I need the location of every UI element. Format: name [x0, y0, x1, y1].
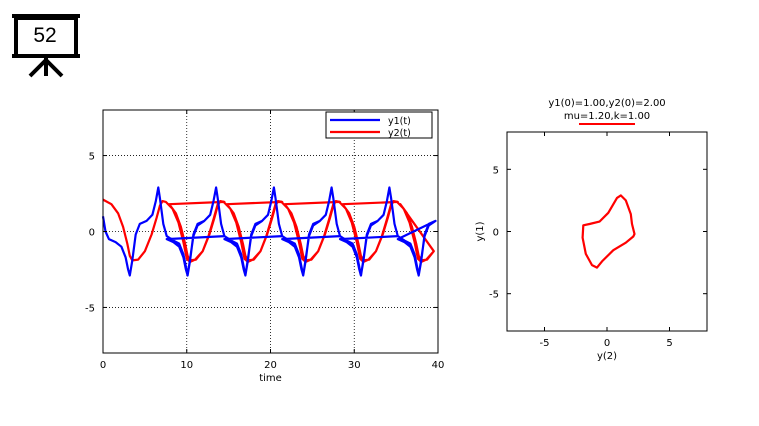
legend-box: [325, 111, 433, 139]
chart-1: 0 10 20 30 40 -5 0 5 time y1(t)y2(t): [85, 109, 445, 384]
x-tick-label: 30: [348, 360, 361, 371]
y-tick-label: 0: [493, 228, 499, 239]
y-tick-label: 5: [89, 152, 95, 163]
x-tick-label: 0: [100, 360, 106, 371]
x-axis-label: y(2): [597, 351, 617, 362]
legend-label: y2(t): [388, 128, 411, 139]
series-line-y1(t): [101, 186, 437, 277]
y-axis-label: y(1): [475, 221, 486, 241]
legend: y1(t)y2(t): [325, 111, 433, 139]
series-line-series-1: [581, 194, 636, 269]
y-tick-label: -5: [489, 290, 499, 301]
y-tick-label: -5: [85, 303, 95, 314]
slide-number: 52: [33, 24, 57, 47]
chart-title: y1(0)=1.00,y2(0)=2.00: [548, 98, 665, 109]
x-axis-label: time: [259, 373, 282, 384]
x-tick-label: -5: [540, 338, 550, 349]
y-tick-label: 0: [89, 228, 95, 239]
chart-2: -5 0 5 -5 0 5 y(2) y(1) y1(0)=1.00,y2(0)=2.00 mu=…: [475, 98, 708, 362]
x-tick-label: 40: [432, 360, 445, 371]
x-tick-label: 10: [180, 360, 193, 371]
x-tick-label: 5: [666, 338, 672, 349]
series-line-y2(t): [102, 198, 435, 263]
y-tick-label: 5: [493, 165, 499, 176]
presentation-board-icon: [12, 14, 80, 78]
chart-subtitle: mu=1.20,k=1.00: [564, 111, 650, 122]
x-tick-label: 20: [264, 360, 277, 371]
plot-frame: [506, 131, 708, 332]
legend-label: y1(t): [388, 116, 411, 127]
x-tick-label: 0: [604, 338, 610, 349]
